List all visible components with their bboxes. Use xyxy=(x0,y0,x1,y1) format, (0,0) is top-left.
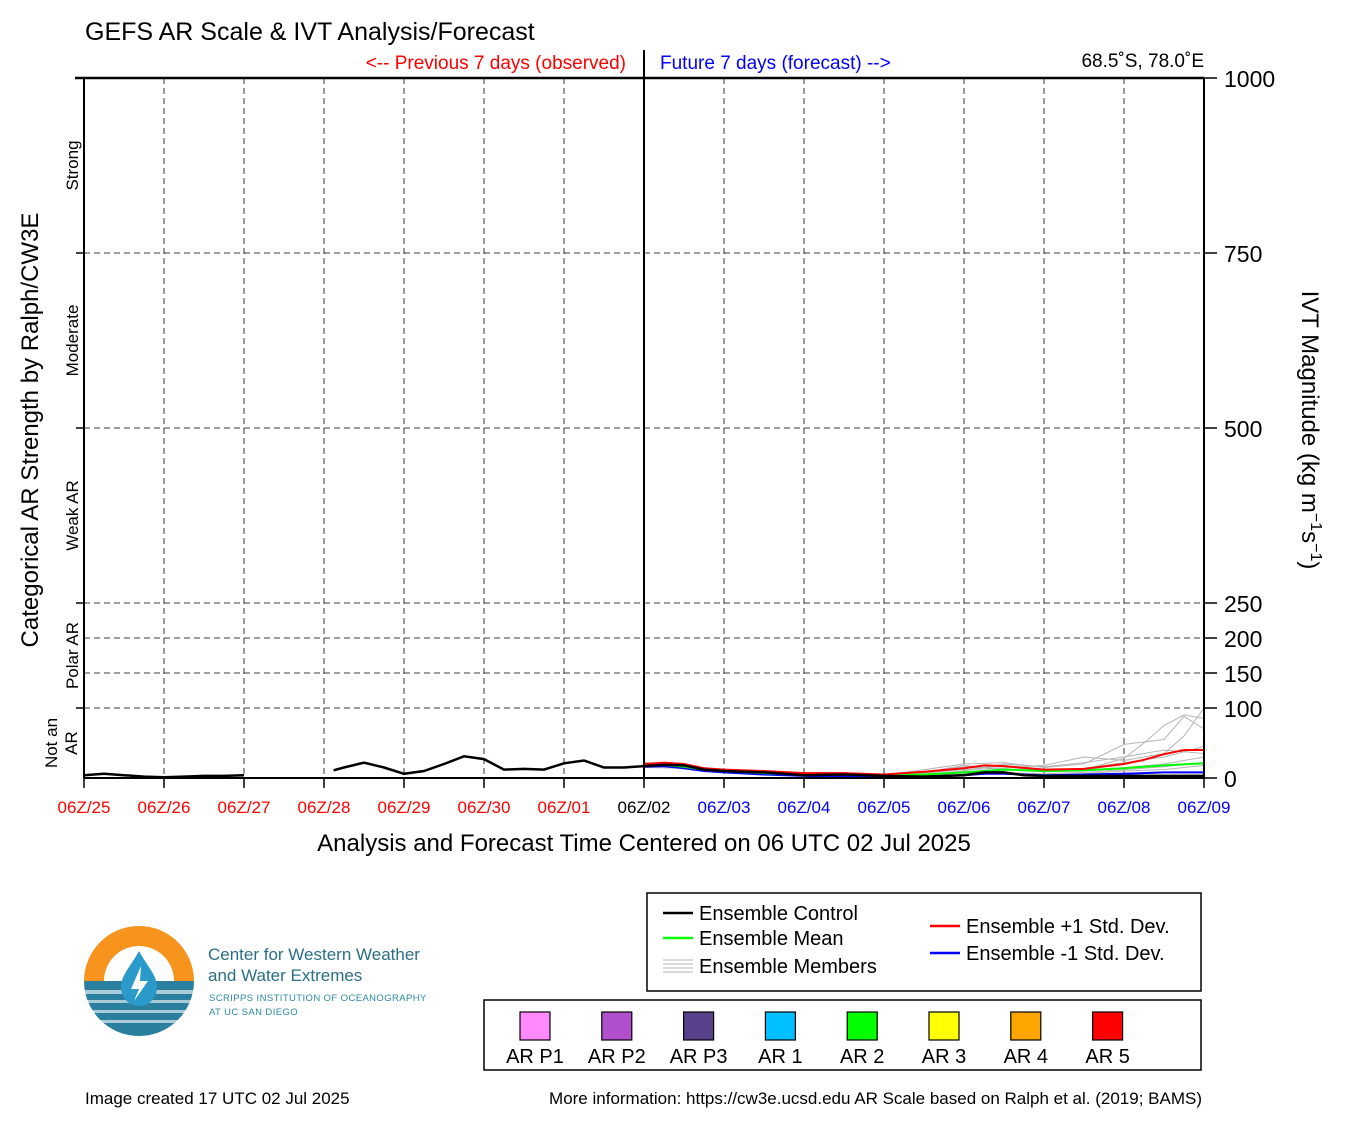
observed-label: <-- Previous 7 days (observed) xyxy=(366,53,626,74)
x-tick-label: 06Z/05 xyxy=(858,798,911,817)
x-axis-label: Analysis and Forecast Time Centered on 0… xyxy=(317,830,971,857)
series-line-ensemble-control xyxy=(83,772,245,779)
x-tick-label: 06Z/27 xyxy=(218,798,271,817)
right-axis-label: IVT Magnitude (kg m−1s−1) xyxy=(1296,291,1324,570)
ar-scale-swatch xyxy=(846,1011,878,1041)
ar-scale-swatch xyxy=(1010,1011,1042,1041)
y-tick-label: 1000 xyxy=(1224,66,1275,92)
right-axis-label-sup1: −1 xyxy=(1307,513,1324,531)
ar-scale-legend: AR P1 AR P2 AR P3 AR 1 AR 2 AR 3 AR 4 AR 5 xyxy=(506,1011,1130,1068)
x-tick-label: 06Z/06 xyxy=(938,798,991,817)
footer-created: Image created 17 UTC 02 Jul 2025 xyxy=(85,1089,350,1108)
x-tick-label: 06Z/02 xyxy=(618,798,671,817)
x-tick-label: 06Z/03 xyxy=(698,798,751,817)
right-axis-label-end: ) xyxy=(1296,561,1323,569)
legend-label: Ensemble Mean xyxy=(699,928,844,950)
category-label: Moderate xyxy=(63,305,82,377)
logo-sub-line2: AT UC SAN DIEGO xyxy=(209,1007,298,1018)
x-tick-label: 06Z/07 xyxy=(1018,798,1071,817)
footer-info: More information: https://cw3e.ucsd.edu … xyxy=(549,1089,1202,1108)
right-axis-label-mid: s xyxy=(1296,531,1323,543)
ar-scale-label: AR P1 xyxy=(506,1046,564,1068)
x-tick-label: 06Z/04 xyxy=(778,798,831,817)
category-label-group: Not an AR xyxy=(42,718,81,768)
legend-label: Ensemble Members xyxy=(699,956,877,978)
ar-scale-label: AR P3 xyxy=(670,1046,728,1068)
legend-label: Ensemble Control xyxy=(699,903,858,925)
x-tick-label: 06Z/30 xyxy=(458,798,511,817)
ar-scale-swatch xyxy=(601,1011,633,1041)
logo-title-line1: Center for Western Weather xyxy=(208,945,420,964)
right-axis-label-sup2: −1 xyxy=(1307,543,1324,561)
legend-box xyxy=(646,892,1202,992)
x-ticks: 06Z/25 06Z/26 06Z/27 06Z/28 06Z/29 06Z/30 06Z/… xyxy=(58,778,1231,817)
category-label-group: Moderate xyxy=(63,305,82,377)
logo-title-line2: and Water Extremes xyxy=(208,966,362,985)
legend: Ensemble Control Ensemble Mean Ensemble Me… xyxy=(663,903,1170,978)
y-tick-label: 150 xyxy=(1224,661,1262,687)
x-tick-label: 06Z/29 xyxy=(378,798,431,817)
category-label: Not an xyxy=(42,718,61,768)
x-tick-label: 06Z/08 xyxy=(1098,798,1151,817)
category-label: Polar AR xyxy=(63,622,82,689)
ar-scale-swatch xyxy=(682,1011,715,1041)
x-tick-label: 06Z/25 xyxy=(58,798,111,817)
forecast-label: Future 7 days (forecast) --> xyxy=(660,53,891,74)
y-ticks-right: 0 100 150 200 250 500 750 1000 xyxy=(1204,66,1275,792)
x-tick-label: 06Z/26 xyxy=(138,798,191,817)
ensemble-member-line xyxy=(643,714,1205,776)
chart-title: GEFS AR Scale & IVT Analysis/Forecast xyxy=(85,18,535,46)
ar-scale-label: AR 1 xyxy=(758,1046,802,1068)
ensemble-member-line xyxy=(643,715,1205,776)
logo-bolt-icon xyxy=(131,966,148,1001)
x-tick-label: 06Z/09 xyxy=(1178,798,1231,817)
category-labels: Strong Moderate Weak AR Polar AR Not an AR xyxy=(42,140,82,768)
logo-wave-4 xyxy=(98,1020,180,1023)
ar-scale-label: AR P2 xyxy=(588,1046,646,1068)
ar-scale-swatch xyxy=(764,1011,797,1041)
ar-scale-swatch xyxy=(928,1011,960,1041)
y-tick-label: 200 xyxy=(1224,626,1262,652)
y-tick-label: 0 xyxy=(1224,766,1237,792)
ensemble-members xyxy=(643,707,1205,778)
cw3e-logo: Center for Western Weather and Water Ext… xyxy=(84,926,427,1036)
category-label-group: Polar AR xyxy=(63,622,82,689)
y-tick-label: 500 xyxy=(1224,416,1262,442)
series-line-ensemble-1-std-dev- xyxy=(643,749,1204,776)
ar-scale-label: AR 3 xyxy=(922,1046,966,1068)
logo-sub-line1: SCRIPPS INSTITUTION OF OCEANOGRAPHY xyxy=(209,993,427,1004)
y-tick-label: 250 xyxy=(1224,591,1262,617)
y-tick-label: 100 xyxy=(1224,696,1262,722)
category-label: Strong xyxy=(63,140,82,190)
x-tick-label: 06Z/01 xyxy=(538,798,591,817)
category-label: AR xyxy=(62,731,81,755)
legend-label: Ensemble +1 Std. Dev. xyxy=(966,916,1170,938)
x-tick-label: 06Z/28 xyxy=(298,798,351,817)
category-label-group: Strong xyxy=(63,140,82,190)
ar-scale-swatch xyxy=(519,1011,551,1041)
location-label: 68.5˚S, 78.0˚E xyxy=(1081,51,1204,72)
ar-scale-label: AR 5 xyxy=(1085,1046,1129,1068)
category-label: Weak AR xyxy=(63,480,82,551)
ar-scale-label: AR 2 xyxy=(840,1046,884,1068)
series-line-ensemble-control xyxy=(333,755,1204,778)
legend-label: Ensemble -1 Std. Dev. xyxy=(966,943,1165,965)
y-tick-label: 750 xyxy=(1224,241,1262,267)
ar-scale-swatch xyxy=(1091,1011,1124,1041)
logo-orange-arc xyxy=(84,926,194,981)
left-axis-label: Categorical AR Strength by Ralph/CW3E xyxy=(17,213,44,648)
logo-wave-3 xyxy=(90,1010,188,1013)
category-label-group: Weak AR xyxy=(63,480,82,551)
right-axis-label-main: IVT Magnitude (kg m xyxy=(1296,291,1323,513)
ar-scale-label: AR 4 xyxy=(1004,1046,1048,1068)
